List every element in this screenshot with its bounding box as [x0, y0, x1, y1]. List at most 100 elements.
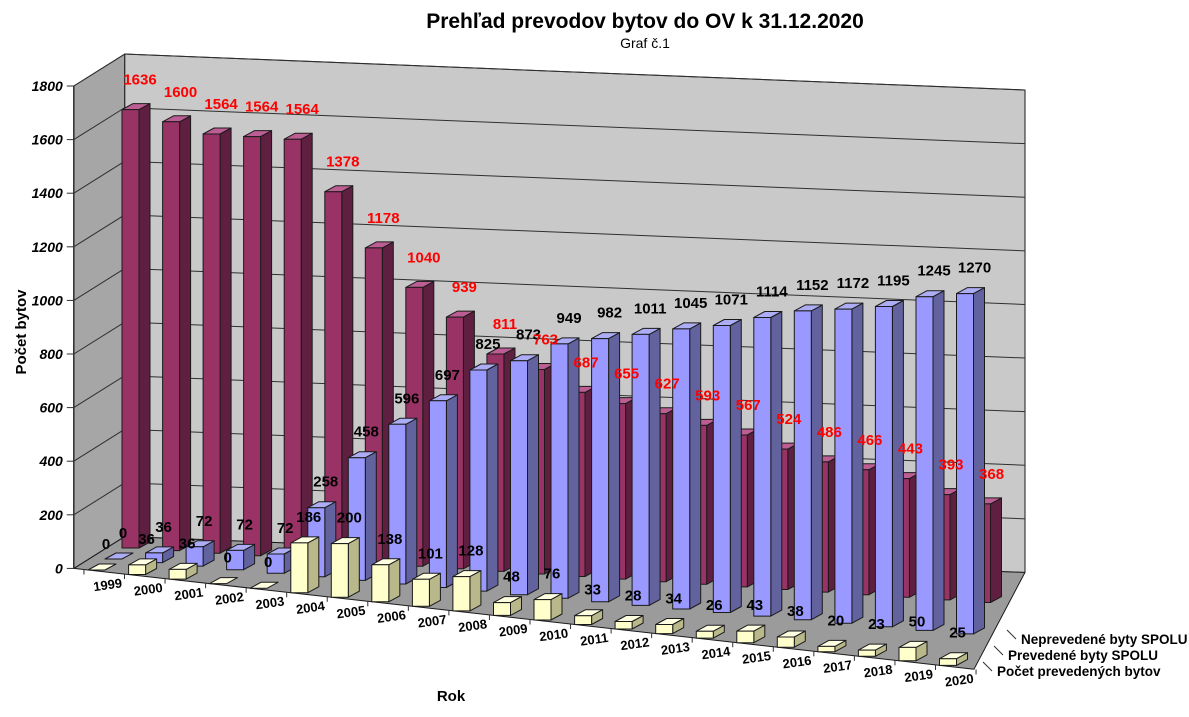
value-label-prevedene-byty-spolu-2010: 949 — [557, 310, 582, 327]
series-axis-label-neprevedene-byty-spolu: Neprevedené byty SPOLU — [1021, 632, 1188, 647]
value-label-neprevedene-byty-spolu-2015: 524 — [776, 411, 802, 428]
bar-front — [533, 599, 552, 621]
value-label-prevedene-byty-spolu-2006: 596 — [394, 390, 419, 407]
value-label-prevedene-byty-spolu-2005: 458 — [354, 424, 379, 441]
category-label-2016: 2016 — [782, 653, 813, 672]
bar-front — [128, 564, 147, 575]
bar-pocet-prevedenych-bytov-2007 — [411, 572, 441, 607]
bar-front — [956, 293, 974, 635]
bar-front — [121, 109, 140, 549]
value-label-pocet-prevedenych-bytov-2019: 50 — [909, 613, 926, 630]
gridline-side-200 — [73, 482, 126, 516]
bar-front — [371, 564, 390, 603]
category-label-2001: 2001 — [173, 584, 204, 603]
bar-prevedene-byty-spolu-2006 — [388, 417, 418, 585]
bar-front — [672, 328, 691, 610]
bar-front — [493, 602, 511, 616]
bar-prevedene-byty-spolu-1999-zero — [104, 552, 134, 560]
bar-front — [510, 360, 528, 596]
bar-pocet-prevedenych-bytov-2006 — [371, 558, 401, 603]
value-label-pocet-prevedenych-bytov-2016: 38 — [787, 603, 804, 620]
bar-side — [469, 570, 482, 612]
value-label-prevedene-byty-spolu-2004: 258 — [313, 474, 338, 491]
bar-side — [300, 132, 313, 559]
value-label-pocet-prevedenych-bytov-2017: 20 — [828, 612, 845, 629]
value-tick-label-400: 400 — [38, 453, 63, 469]
category-label-2020: 2020 — [944, 671, 975, 690]
y-axis-title: Počet bytov — [13, 289, 30, 375]
value-label-pocet-prevedenych-bytov-2010: 76 — [544, 566, 561, 583]
value-label-pocet-prevedenych-bytov-2003: 0 — [264, 554, 272, 571]
bar-side — [260, 130, 273, 557]
bar-side — [388, 558, 401, 603]
category-label-2009: 2009 — [498, 621, 529, 640]
bar-prevedene-byty-spolu-2018 — [874, 300, 904, 628]
value-label-pocet-prevedenych-bytov-2012: 28 — [625, 588, 642, 605]
bar-front — [793, 310, 812, 621]
bar-prevedene-byty-spolu-2012 — [631, 327, 661, 606]
bar-side — [851, 302, 864, 624]
value-label-pocet-prevedenych-bytov-2005: 200 — [337, 510, 362, 527]
bar-pocet-prevedenych-bytov-2015 — [736, 624, 766, 644]
gridline-side-1000 — [73, 268, 126, 301]
value-label-neprevedene-byty-spolu-2010: 687 — [574, 354, 599, 371]
value-label-prevedene-byty-spolu-2016: 1152 — [796, 277, 829, 294]
bar-prevedene-byty-spolu-2009 — [510, 354, 539, 596]
value-label-pocet-prevedenych-bytov-2002: 0 — [223, 550, 231, 567]
value-label-prevedene-byty-spolu-2002: 72 — [236, 516, 253, 533]
x-axis-title: Rok — [437, 688, 466, 705]
bar-front — [857, 649, 876, 657]
value-label-pocet-prevedenych-bytov-2020: 25 — [949, 625, 966, 642]
value-label-prevedene-byty-spolu-1999: 0 — [119, 525, 127, 542]
bar-side — [445, 394, 458, 588]
bar-pocet-prevedenych-bytov-1999-zero — [87, 563, 117, 571]
bar-front — [168, 568, 187, 580]
gridline-side-800 — [73, 321, 126, 355]
value-label-prevedene-byty-spolu-2017: 1172 — [837, 275, 870, 292]
bar-front — [753, 317, 772, 617]
category-label-2000: 2000 — [133, 580, 164, 599]
series-axis-tick-neprevedene-byty-spolu — [1006, 629, 1017, 640]
value-label-neprevedene-byty-spolu-2020: 368 — [979, 466, 1004, 483]
series-axis-tick-pocet-prevedenych-bytov — [982, 661, 993, 672]
bar-pocet-prevedenych-bytov-2004 — [290, 536, 320, 594]
value-label-pocet-prevedenych-bytov-1999: 0 — [102, 536, 110, 553]
chart-title: Prehľad prevodov bytov do OV k 31.12.202… — [426, 10, 864, 33]
bar-pocet-prevedenych-bytov-2002-zero — [209, 577, 239, 585]
value-label-neprevedene-byty-spolu-2009: 763 — [533, 331, 558, 348]
bar-pocet-prevedenych-bytov-2010 — [533, 593, 563, 621]
value-label-prevedene-byty-spolu-2008: 825 — [475, 336, 500, 353]
value-label-neprevedene-byty-spolu-2002: 1564 — [245, 99, 279, 116]
value-label-pocet-prevedenych-bytov-2014: 26 — [706, 597, 723, 614]
bar-pocet-prevedenych-bytov-2014 — [695, 624, 725, 639]
value-tick-label-200: 200 — [38, 507, 63, 523]
value-label-prevedene-byty-spolu-2009: 873 — [516, 327, 541, 344]
category-label-2007: 2007 — [417, 612, 448, 631]
bar-front — [388, 423, 407, 585]
bar-front — [266, 553, 285, 574]
gridline-side-1400 — [73, 160, 126, 194]
category-label-2013: 2013 — [660, 639, 691, 658]
series-axis-label-pocet-prevedenych-bytov: Počet prevedených bytov — [997, 664, 1161, 679]
value-label-neprevedene-byty-spolu-2000: 1600 — [164, 84, 197, 101]
bar-front — [411, 578, 430, 607]
bar-front — [185, 546, 204, 567]
value-label-prevedene-byty-spolu-2012: 1011 — [634, 300, 667, 317]
value-label-pocet-prevedenych-bytov-2006: 138 — [377, 531, 402, 548]
bar-prevedene-byty-spolu-2013 — [672, 322, 702, 610]
bar-front — [591, 338, 610, 603]
gridline-back-1400 — [124, 160, 1026, 198]
bar-front — [283, 138, 302, 559]
bar-pocet-prevedenych-bytov-2008 — [452, 570, 482, 612]
bar-pocet-prevedenych-bytov-2003-zero — [249, 581, 279, 589]
bar-side — [347, 537, 360, 598]
bar-pocet-prevedenych-bytov-2013 — [655, 618, 685, 635]
bar-side — [307, 536, 320, 594]
value-label-pocet-prevedenych-bytov-2000: 36 — [138, 531, 155, 548]
bar-front — [202, 133, 221, 554]
gridline-side-1200 — [73, 214, 126, 248]
category-label-2002: 2002 — [214, 589, 245, 608]
value-label-neprevedene-byty-spolu-2011: 655 — [614, 366, 639, 383]
